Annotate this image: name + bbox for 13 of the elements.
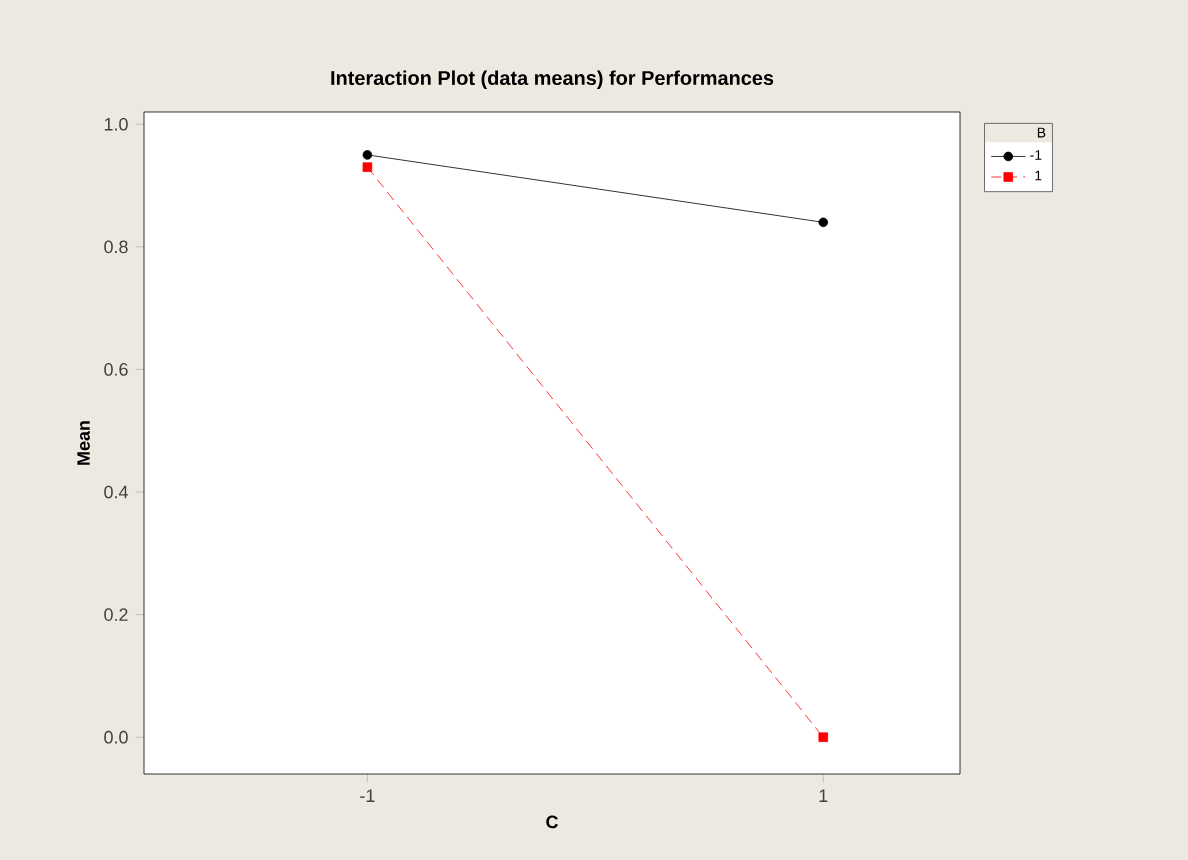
- y-tick-label: 0.6: [104, 363, 128, 376]
- y-tick-label: 0.2: [104, 608, 128, 621]
- y-tick-label: 0.8: [104, 240, 128, 254]
- point: [818, 732, 829, 743]
- point: [362, 162, 373, 172]
- x-axis-title: C: [546, 815, 559, 829]
- y-tick-label: 0.0: [104, 730, 128, 744]
- chart-title: Interaction Plot (data means) for Performances: [331, 70, 774, 89]
- point: [818, 217, 829, 228]
- y-tick-label: 0.4: [104, 485, 128, 499]
- point: [362, 150, 373, 160]
- y-tick-label: 1.0: [104, 117, 128, 131]
- y-axis-title: Mean: [77, 421, 90, 465]
